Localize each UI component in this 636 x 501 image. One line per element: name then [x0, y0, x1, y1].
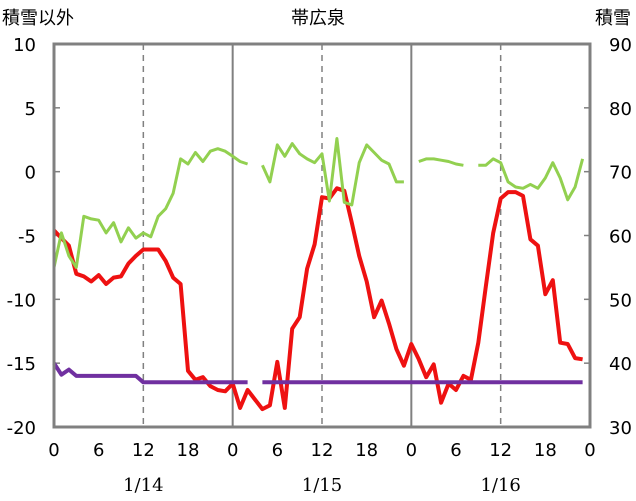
series-1-line-0	[52, 147, 249, 269]
x-tick-label-4: 0	[227, 440, 238, 461]
date-label-2: 1/16	[480, 475, 520, 496]
x-tick-label-5: 6	[272, 440, 283, 461]
plot-border	[52, 42, 592, 429]
x-tick-label-10: 12	[489, 440, 512, 461]
left-tick-label-2: 0	[25, 163, 36, 184]
series-1-line-2	[418, 157, 464, 167]
left-tick-label-6: -20	[7, 418, 36, 439]
right-axis-label: 積雪	[595, 8, 631, 29]
left-tick-label-3: -5	[18, 227, 36, 248]
series-1-line-3	[478, 157, 585, 202]
series-2-line-0	[52, 362, 248, 385]
right-tick-label-0: 90	[609, 35, 632, 56]
series-0-line-0	[52, 186, 583, 412]
x-tick-label-9: 6	[450, 440, 461, 461]
right-tick-label-4: 50	[609, 290, 632, 311]
right-tick-label-6: 30	[609, 418, 632, 439]
left-tick-label-5: -15	[7, 354, 36, 375]
x-tick-label-3: 18	[177, 440, 200, 461]
x-tick-label-8: 0	[406, 440, 417, 461]
date-labels: 1/14 1/15 1/16	[123, 475, 521, 496]
right-axis-ticks: 90 80 70 60 50 40 30	[609, 35, 632, 439]
right-tick-label-3: 60	[609, 227, 632, 248]
left-axis-label: 積雪以外	[2, 8, 74, 29]
left-tick-label-1: 5	[25, 99, 36, 120]
x-tick-label-12: 0	[584, 440, 595, 461]
right-tick-label-2: 70	[609, 163, 632, 184]
date-label-1: 1/15	[302, 475, 342, 496]
x-tick-label-1: 6	[93, 440, 104, 461]
x-tick-label-7: 18	[355, 440, 378, 461]
x-tick-label-0: 0	[48, 440, 59, 461]
series-1-line-1	[261, 137, 404, 207]
right-tick-label-1: 80	[609, 99, 632, 120]
x-tick-label-2: 12	[132, 440, 155, 461]
chart-title: 帯広泉	[291, 8, 345, 29]
x-axis-ticks: 0 6 12 18 0 6 12 18 0 6 12 18 0	[48, 440, 595, 461]
x-tick-label-6: 12	[311, 440, 334, 461]
left-tick-label-0: 10	[13, 35, 36, 56]
left-axis-ticks: 10 5 0 -5 -10 -15 -20	[7, 35, 36, 439]
x-tick-label-11: 18	[534, 440, 557, 461]
date-label-0: 1/14	[123, 475, 163, 496]
grid	[54, 44, 590, 427]
right-tick-label-5: 40	[609, 354, 632, 375]
series-group	[52, 137, 585, 412]
left-tick-label-4: -10	[7, 290, 36, 311]
